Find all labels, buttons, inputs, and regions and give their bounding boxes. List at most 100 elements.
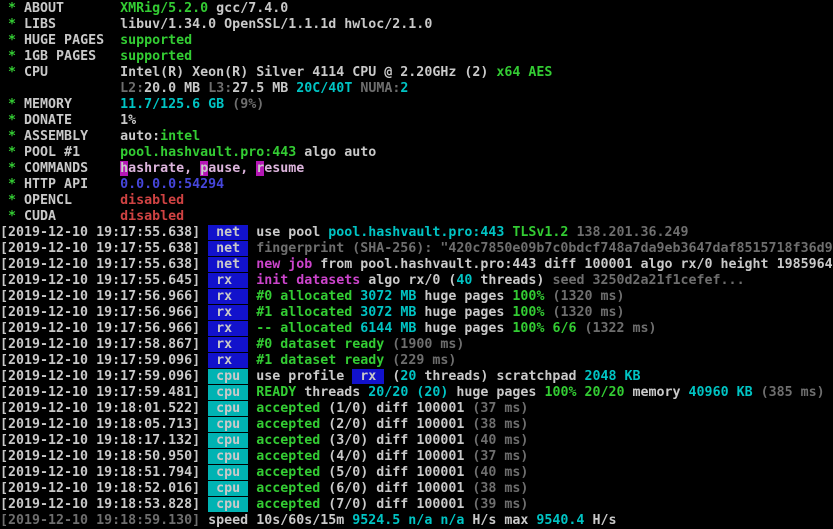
text-segment: [200, 497, 208, 512]
text-segment: huge pages: [416, 321, 513, 336]
text-segment: *: [0, 97, 25, 112]
text-segment: *: [0, 161, 25, 176]
text-segment: (4/0) diff 100001: [320, 449, 465, 464]
net-tag: net: [208, 241, 249, 256]
text-segment: [2019-12-10 19:17:55.645]: [0, 273, 201, 288]
text-segment: (1/0) diff 100001: [320, 401, 465, 416]
text-segment: [200, 465, 208, 480]
text-segment: [248, 305, 256, 320]
text-segment: [200, 321, 208, 336]
resume-command-key: r: [256, 161, 265, 176]
text-segment: [2019-12-10 19:18:52.016]: [0, 481, 201, 496]
text-segment: [200, 481, 208, 496]
text-segment: 1GB PAGES: [24, 49, 121, 64]
text-segment: threads) scratchpad: [416, 369, 585, 384]
text-segment: *: [0, 209, 25, 224]
text-segment: disabled: [120, 193, 185, 208]
terminal-line: [2019-12-10 19:18:51.794] cpu accepted (…: [0, 465, 833, 481]
cpu-tag: cpu: [208, 497, 249, 512]
text-segment: CUDA: [24, 209, 121, 224]
text-segment: ause,: [208, 161, 257, 176]
text-segment: [2019-12-10 19:18:51.794]: [0, 465, 201, 480]
terminal-line: * 1GB PAGES supported: [0, 49, 833, 65]
terminal-line: [2019-12-10 19:18:52.016] cpu accepted (…: [0, 481, 833, 497]
rx-tag: rx: [208, 305, 249, 320]
text-segment: HUGE PAGES: [24, 33, 121, 48]
text-segment: [248, 241, 256, 256]
terminal-line: [2019-12-10 19:18:17.132] cpu accepted (…: [0, 433, 833, 449]
text-segment: *: [0, 113, 25, 128]
text-segment: LIBS: [24, 17, 121, 32]
text-segment: *: [0, 1, 25, 16]
text-segment: [2019-12-10 19:17:55.638]: [0, 241, 201, 256]
terminal-line: * POOL #1 pool.hashvault.pro:443 algo au…: [0, 145, 833, 161]
text-segment: 3072 MB: [360, 289, 417, 304]
terminal-line: * MEMORY 11.7/125.6 GB (9%): [0, 97, 833, 113]
text-segment: init datasets: [256, 273, 361, 288]
text-segment: [248, 337, 256, 352]
text-segment: 40960 KB: [688, 385, 753, 400]
text-segment: (39 ms): [464, 497, 529, 512]
terminal-line: [2019-12-10 19:17:58.867] rx #0 dataset …: [0, 337, 833, 353]
text-segment: [2019-12-10 19:17:59.481]: [0, 385, 201, 400]
text-segment: READY: [256, 385, 297, 400]
text-segment: accepted: [256, 401, 321, 416]
text-segment: pool.hashvault.pro:443: [120, 145, 297, 160]
text-segment: accepted: [256, 497, 321, 512]
terminal-line: * ABOUT XMRig/5.2.0 gcc/7.4.0: [0, 1, 833, 17]
text-segment: algo rx/0 (: [360, 273, 457, 288]
text-segment: auto:: [120, 129, 161, 144]
text-segment: [200, 449, 208, 464]
terminal-line: [2019-12-10 19:17:59.481] cpu READY thre…: [0, 385, 833, 401]
text-segment: use pool: [256, 225, 329, 240]
text-segment: (7/0) diff 100001: [320, 497, 465, 512]
terminal-line: * CUDA disabled: [0, 209, 833, 225]
text-segment: [200, 417, 208, 432]
text-segment: [248, 401, 256, 416]
text-segment: [248, 321, 256, 336]
text-segment: esume: [264, 161, 305, 176]
text-segment: [248, 497, 256, 512]
text-segment: [200, 353, 208, 368]
text-segment: (5/0) diff 100001: [320, 465, 465, 480]
rx-tag: rx: [208, 337, 249, 352]
text-segment: (1322 ms): [576, 321, 657, 336]
text-segment: 2048 KB: [584, 369, 641, 384]
text-segment: 138.201.36.249: [576, 225, 689, 240]
net-tag: net: [208, 257, 249, 272]
text-segment: 100% 20/20: [544, 385, 625, 400]
text-segment: threads: [296, 385, 369, 400]
text-segment: [200, 305, 208, 320]
terminal-line: * OPENCL disabled: [0, 193, 833, 209]
terminal-line: [2019-12-10 19:17:56.966] rx -- allocate…: [0, 321, 833, 337]
text-segment: (385 ms): [752, 385, 825, 400]
cpu-tag: cpu: [208, 481, 249, 496]
text-segment: [248, 273, 256, 288]
text-segment: accepted: [256, 433, 321, 448]
text-segment: 9524.5 n/a n/a: [352, 513, 465, 528]
text-segment: [200, 433, 208, 448]
text-segment: accepted: [256, 417, 321, 432]
text-segment: seed 3250d2a21f1cefef...: [544, 273, 745, 288]
text-segment: [248, 369, 256, 384]
terminal-line: [2019-12-10 19:17:55.638] net use pool p…: [0, 225, 833, 241]
text-segment: (2/0) diff 100001: [320, 417, 465, 432]
rx-tag: rx: [208, 353, 249, 368]
text-segment: accepted: [256, 465, 321, 480]
text-segment: L3:: [208, 81, 233, 96]
text-segment: 20: [400, 369, 417, 384]
text-segment: [2019-12-10 19:17:59.096]: [0, 369, 201, 384]
text-segment: (38 ms): [464, 417, 529, 432]
text-segment: huge pages: [448, 385, 545, 400]
text-segment: NUMA:: [360, 81, 401, 96]
terminal-line: * DONATE 1%: [0, 113, 833, 129]
text-segment: [2019-12-10 19:17:58.867]: [0, 337, 201, 352]
text-segment: H/s max: [464, 513, 537, 528]
text-segment: 3072 MB: [360, 305, 417, 320]
text-segment: *: [0, 65, 25, 80]
text-segment: 9540.4: [536, 513, 585, 528]
text-segment: accepted: [256, 481, 321, 496]
text-segment: 11.7/125.6 GB: [120, 97, 225, 112]
terminal-line: [2019-12-10 19:18:53.828] cpu accepted (…: [0, 497, 833, 513]
